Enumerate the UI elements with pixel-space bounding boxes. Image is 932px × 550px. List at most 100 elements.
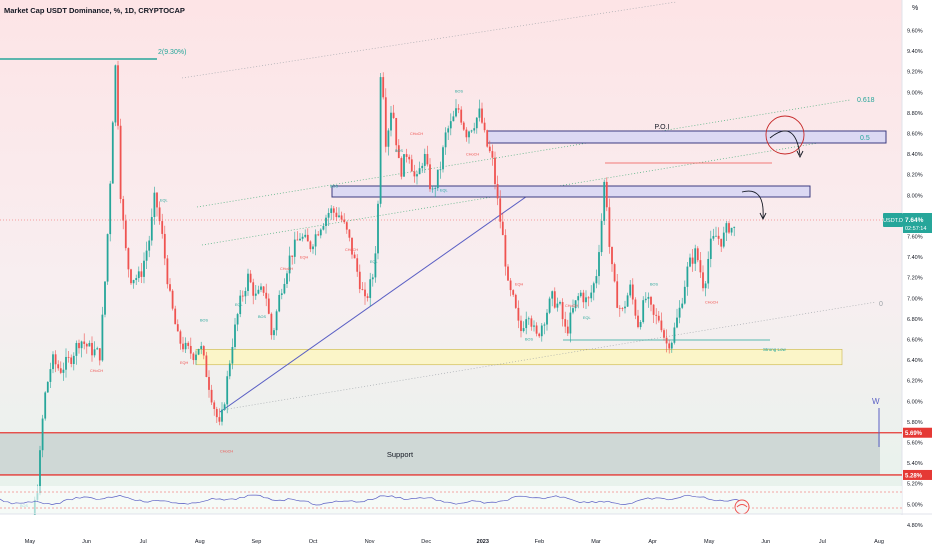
y-tick-label: 6.00% [907, 399, 923, 405]
candle-body [379, 77, 382, 204]
candle-body [234, 324, 236, 348]
candle-body [135, 278, 138, 281]
candle-body [491, 151, 494, 158]
candle-body [340, 215, 343, 220]
candle-body [293, 239, 296, 257]
candle-body [486, 130, 489, 147]
current-countdown: 02:57:14 [905, 226, 926, 232]
candle-body [655, 314, 658, 316]
x-tick-label: Oct [309, 539, 318, 545]
candle-body [689, 257, 691, 267]
candle-body [197, 348, 200, 355]
candle-body [608, 207, 611, 247]
candle-body [540, 325, 543, 337]
candle-body [587, 297, 590, 299]
candle-body [254, 293, 257, 296]
candle-body [280, 293, 283, 295]
candle-body [174, 308, 177, 325]
y-tick-label: 9.40% [907, 49, 923, 55]
candle-body [429, 164, 431, 190]
candle-body [678, 307, 681, 318]
candle-body [712, 236, 715, 239]
y-tick-label: 8.80% [907, 111, 923, 117]
y-tick-label: 7.00% [907, 296, 923, 302]
candle-body [59, 368, 62, 373]
candle-body [335, 212, 338, 218]
y-tick-label: 9.60% [907, 29, 923, 35]
candle-body [616, 281, 619, 308]
smc-label: CHoCH [705, 300, 718, 304]
candle-body [247, 273, 249, 291]
current-price-tag: USDT.D 7.64% 02:57:14 [883, 213, 932, 233]
candle-body [78, 342, 80, 349]
candle-body [423, 153, 426, 166]
tradingview-logo [734, 499, 750, 515]
y-tick-label: 5.60% [907, 441, 923, 447]
support-zone: Support [0, 432, 902, 476]
smc-label: CHoCH [466, 153, 479, 157]
candle-body [470, 130, 473, 132]
candle-body [553, 291, 556, 308]
candle-body [462, 122, 465, 130]
candle-body [455, 108, 457, 117]
candle-body [592, 283, 595, 293]
candle-body [691, 257, 694, 264]
fib-618-label: 0.618 [857, 97, 875, 104]
price-tag-label: 5.28% [905, 473, 923, 479]
y-tick-label: 9.00% [907, 90, 923, 96]
candle-body [62, 369, 65, 373]
candle-body [585, 297, 587, 303]
candle-body [631, 284, 634, 300]
smc-label: CHoCH [345, 248, 358, 252]
candle-body [494, 157, 496, 185]
candle-body [348, 229, 351, 238]
x-tick-label: Sep [252, 539, 262, 545]
candle-body [634, 299, 637, 316]
current-symbol: USDT.D [883, 218, 903, 224]
smc-label: EQH [515, 282, 523, 286]
candle-body [161, 221, 164, 234]
candle-body [44, 392, 47, 419]
candle-body [670, 342, 673, 349]
candle-body [535, 325, 538, 334]
candle-body [447, 128, 450, 133]
y-tick-label: 8.00% [907, 193, 923, 199]
candle-body [75, 342, 78, 356]
candle-body [98, 348, 101, 361]
candle-body [681, 303, 684, 308]
candle-body [478, 108, 481, 118]
candle-body [644, 298, 647, 301]
candle-body [730, 227, 733, 233]
wave-label: W [872, 397, 880, 406]
candle-body [54, 354, 57, 365]
price-tags: 5.69% 5.28% [903, 427, 932, 480]
y-tick-label: 8.20% [907, 173, 923, 179]
candle-body [288, 255, 291, 274]
candle-body [577, 296, 580, 301]
candle-body [265, 292, 268, 299]
x-tick-label: Mar [591, 539, 601, 545]
candle-body [127, 248, 130, 270]
candle-body [642, 300, 645, 323]
smc-label: EQH [180, 361, 188, 365]
candle-body [442, 147, 444, 170]
candle-body [410, 159, 413, 172]
candle-body [239, 295, 242, 315]
candle-body [384, 97, 387, 147]
candle-body [481, 108, 483, 123]
candle-body [452, 116, 455, 122]
x-tick-label: Aug [195, 539, 205, 545]
candle-body [330, 208, 333, 213]
x-tick-label: Aug [874, 539, 884, 545]
candle-body [312, 246, 314, 250]
candle-body [621, 308, 624, 309]
candle-body [283, 283, 286, 294]
candle-body [538, 333, 541, 337]
candle-body [306, 234, 309, 242]
candle-body [717, 235, 720, 239]
candle-body [332, 208, 335, 213]
y-tick-label: 4.80% [907, 523, 923, 529]
candle-body [325, 217, 327, 227]
candle-body [221, 409, 223, 422]
